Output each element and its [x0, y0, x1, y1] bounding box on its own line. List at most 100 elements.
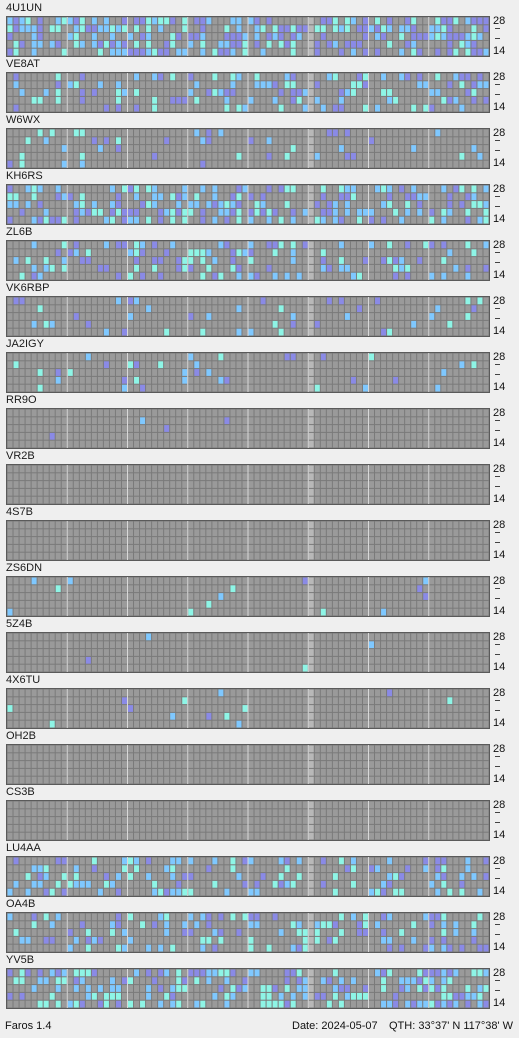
- propagation-cell: [146, 529, 152, 537]
- propagation-cell: [477, 129, 483, 137]
- propagation-cell: [411, 264, 417, 272]
- propagation-cell: [218, 104, 224, 112]
- propagation-cell: [429, 641, 435, 649]
- propagation-grid[interactable]: [6, 352, 490, 393]
- propagation-cell: [381, 137, 387, 145]
- propagation-cell: [290, 656, 296, 664]
- propagation-grid[interactable]: [6, 464, 490, 505]
- propagation-cell: [423, 33, 429, 40]
- propagation-cell: [7, 160, 13, 168]
- propagation-cell: [13, 529, 19, 537]
- propagation-cell: [25, 376, 31, 384]
- propagation-cell: [290, 201, 296, 208]
- propagation-cell: [85, 249, 91, 257]
- propagation-cell: [176, 208, 182, 216]
- propagation-cell: [91, 48, 97, 56]
- propagation-cell: [109, 633, 115, 641]
- propagation-cell: [140, 376, 146, 384]
- propagation-cell: [314, 129, 320, 137]
- propagation-cell: [13, 496, 19, 504]
- propagation-cell: [417, 600, 423, 608]
- propagation-cell: [115, 481, 121, 488]
- propagation-cell: [375, 353, 381, 361]
- propagation-cell: [97, 305, 103, 313]
- propagation-cell: [453, 272, 459, 280]
- propagation-cell: [85, 608, 91, 616]
- propagation-cell: [224, 384, 230, 392]
- propagation-cell: [320, 25, 326, 33]
- propagation-cell: [218, 353, 224, 361]
- propagation-grid[interactable]: [6, 184, 490, 225]
- propagation-cell: [314, 40, 320, 48]
- propagation-cell: [459, 440, 465, 448]
- propagation-cell: [103, 241, 109, 249]
- propagation-cell: [308, 201, 314, 208]
- propagation-grid[interactable]: [6, 408, 490, 449]
- propagation-cell: [399, 272, 405, 280]
- propagation-cell: [369, 25, 375, 33]
- propagation-grid[interactable]: [6, 240, 490, 281]
- propagation-cell: [483, 25, 489, 33]
- propagation-cell: [242, 593, 248, 600]
- propagation-cell: [290, 40, 296, 48]
- propagation-cell: [158, 641, 164, 649]
- propagation-cell: [296, 81, 302, 89]
- propagation-cell: [128, 544, 134, 552]
- propagation-cell: [320, 376, 326, 384]
- propagation-cell: [49, 417, 55, 425]
- propagation-cell: [453, 160, 459, 168]
- propagation-cell: [423, 577, 429, 585]
- propagation-cell: [19, 417, 25, 425]
- propagation-grid[interactable]: [6, 632, 490, 673]
- propagation-cell: [338, 249, 344, 257]
- propagation-cell: [236, 40, 242, 48]
- propagation-cell: [290, 425, 296, 432]
- propagation-cell: [477, 185, 483, 193]
- propagation-cell: [37, 593, 43, 600]
- propagation-cell: [242, 17, 248, 25]
- propagation-cell: [290, 104, 296, 112]
- propagation-cell: [411, 257, 417, 264]
- propagation-cell: [435, 529, 441, 537]
- propagation-cell: [302, 440, 308, 448]
- propagation-cell: [272, 384, 278, 392]
- propagation-grid[interactable]: [6, 520, 490, 561]
- propagation-cell: [218, 208, 224, 216]
- propagation-grid[interactable]: [6, 128, 490, 169]
- propagation-cell: [212, 361, 218, 369]
- propagation-cell: [37, 369, 43, 376]
- propagation-cell: [453, 152, 459, 160]
- propagation-cell: [417, 297, 423, 305]
- propagation-cell: [43, 585, 49, 593]
- propagation-grid[interactable]: [6, 296, 490, 337]
- propagation-cell: [362, 152, 369, 160]
- propagation-cell: [128, 641, 134, 649]
- propagation-cell: [103, 656, 109, 664]
- propagation-cell: [224, 496, 230, 504]
- propagation-cell: [176, 272, 182, 280]
- propagation-cell: [55, 417, 61, 425]
- propagation-cell: [465, 633, 471, 641]
- propagation-cell: [242, 488, 248, 496]
- band-tick: [495, 38, 500, 39]
- propagation-cell: [230, 160, 236, 168]
- propagation-cell: [212, 48, 218, 56]
- propagation-cell: [350, 473, 356, 481]
- propagation-cell: [417, 529, 423, 537]
- propagation-cell: [435, 216, 441, 224]
- propagation-cell: [140, 593, 146, 600]
- propagation-cell: [13, 440, 19, 448]
- propagation-cell: [387, 160, 393, 168]
- propagation-cell: [212, 481, 218, 488]
- propagation-grid[interactable]: [6, 576, 490, 617]
- propagation-cell: [405, 272, 411, 280]
- propagation-cell: [459, 137, 465, 145]
- propagation-cell: [230, 656, 236, 664]
- propagation-cell: [381, 369, 387, 376]
- beacon-row: W6WX 28 14: [0, 114, 519, 170]
- propagation-grid[interactable]: [6, 688, 490, 729]
- propagation-grid[interactable]: [6, 16, 490, 57]
- propagation-cell: [73, 145, 79, 152]
- propagation-grid[interactable]: [6, 72, 490, 113]
- propagation-cell: [471, 664, 477, 672]
